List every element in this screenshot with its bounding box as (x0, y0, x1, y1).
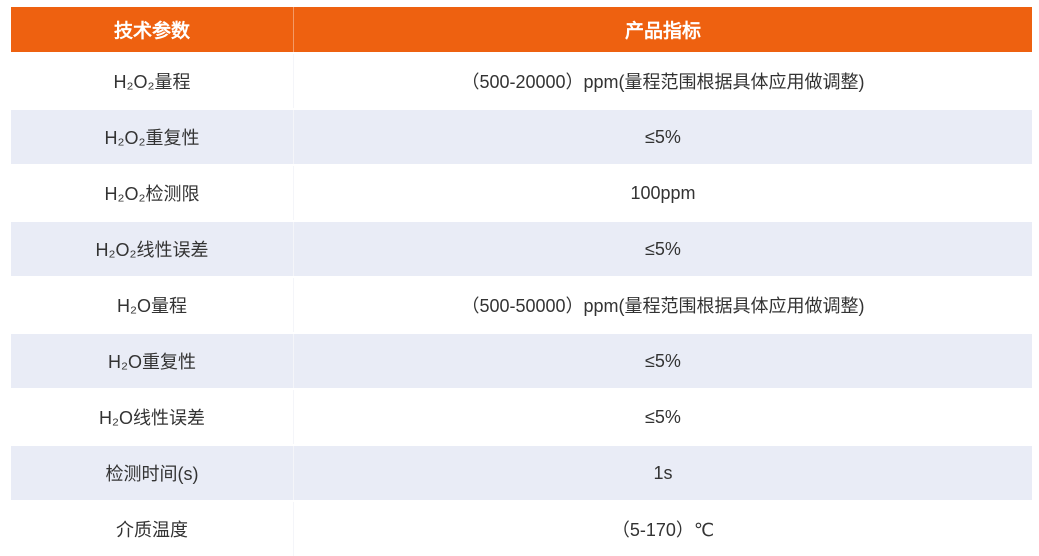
spec-table: 技术参数 产品指标 H₂O₂量程 （500-20000）ppm(量程范围根据具体应… (11, 7, 1032, 556)
table-row: H₂O量程 （500-50000）ppm(量程范围根据具体应用做调整) (11, 278, 1032, 332)
table-row: H₂O₂量程 （500-20000）ppm(量程范围根据具体应用做调整) (11, 54, 1032, 108)
param-cell: H₂O₂重复性 (11, 110, 294, 164)
table-row: H₂O线性误差 ≤5% (11, 390, 1032, 444)
table-header: 技术参数 产品指标 (11, 7, 1032, 52)
value-cell: ≤5% (645, 238, 681, 259)
table-row: H₂O₂检测限 100ppm (11, 166, 1032, 220)
value-cell: 100ppm (630, 182, 696, 203)
param-cell: H₂O量程 (11, 278, 294, 332)
param-cell: H₂O重复性 (11, 334, 294, 388)
param-cell: H₂O₂线性误差 (11, 222, 294, 276)
header-value: 产品指标 (624, 21, 701, 42)
param-cell: H₂O线性误差 (11, 390, 294, 444)
value-cell: （500-20000）ppm(量程范围根据具体应用做调整) (461, 72, 865, 92)
value-cell: （5-170）℃ (611, 520, 715, 540)
value-cell: ≤5% (645, 406, 681, 427)
table-row: H₂O₂线性误差 ≤5% (11, 222, 1032, 276)
table-row: H₂O重复性 ≤5% (11, 334, 1032, 388)
value-cell: ≤5% (645, 350, 681, 371)
table-row: H₂O₂重复性 ≤5% (11, 110, 1032, 164)
value-cell: （500-50000）ppm(量程范围根据具体应用做调整) (461, 296, 865, 316)
table-row: 检测时间(s) 1s (11, 446, 1032, 500)
param-cell: 介质温度 (11, 502, 294, 556)
param-cell: H₂O₂检测限 (11, 166, 294, 220)
param-cell: H₂O₂量程 (11, 54, 294, 108)
value-cell: 1s (653, 462, 673, 483)
value-cell: ≤5% (645, 126, 681, 147)
header-param: 技术参数 (11, 7, 294, 52)
table-row: 介质温度 （5-170）℃ (11, 502, 1032, 556)
param-cell: 检测时间(s) (11, 446, 294, 500)
